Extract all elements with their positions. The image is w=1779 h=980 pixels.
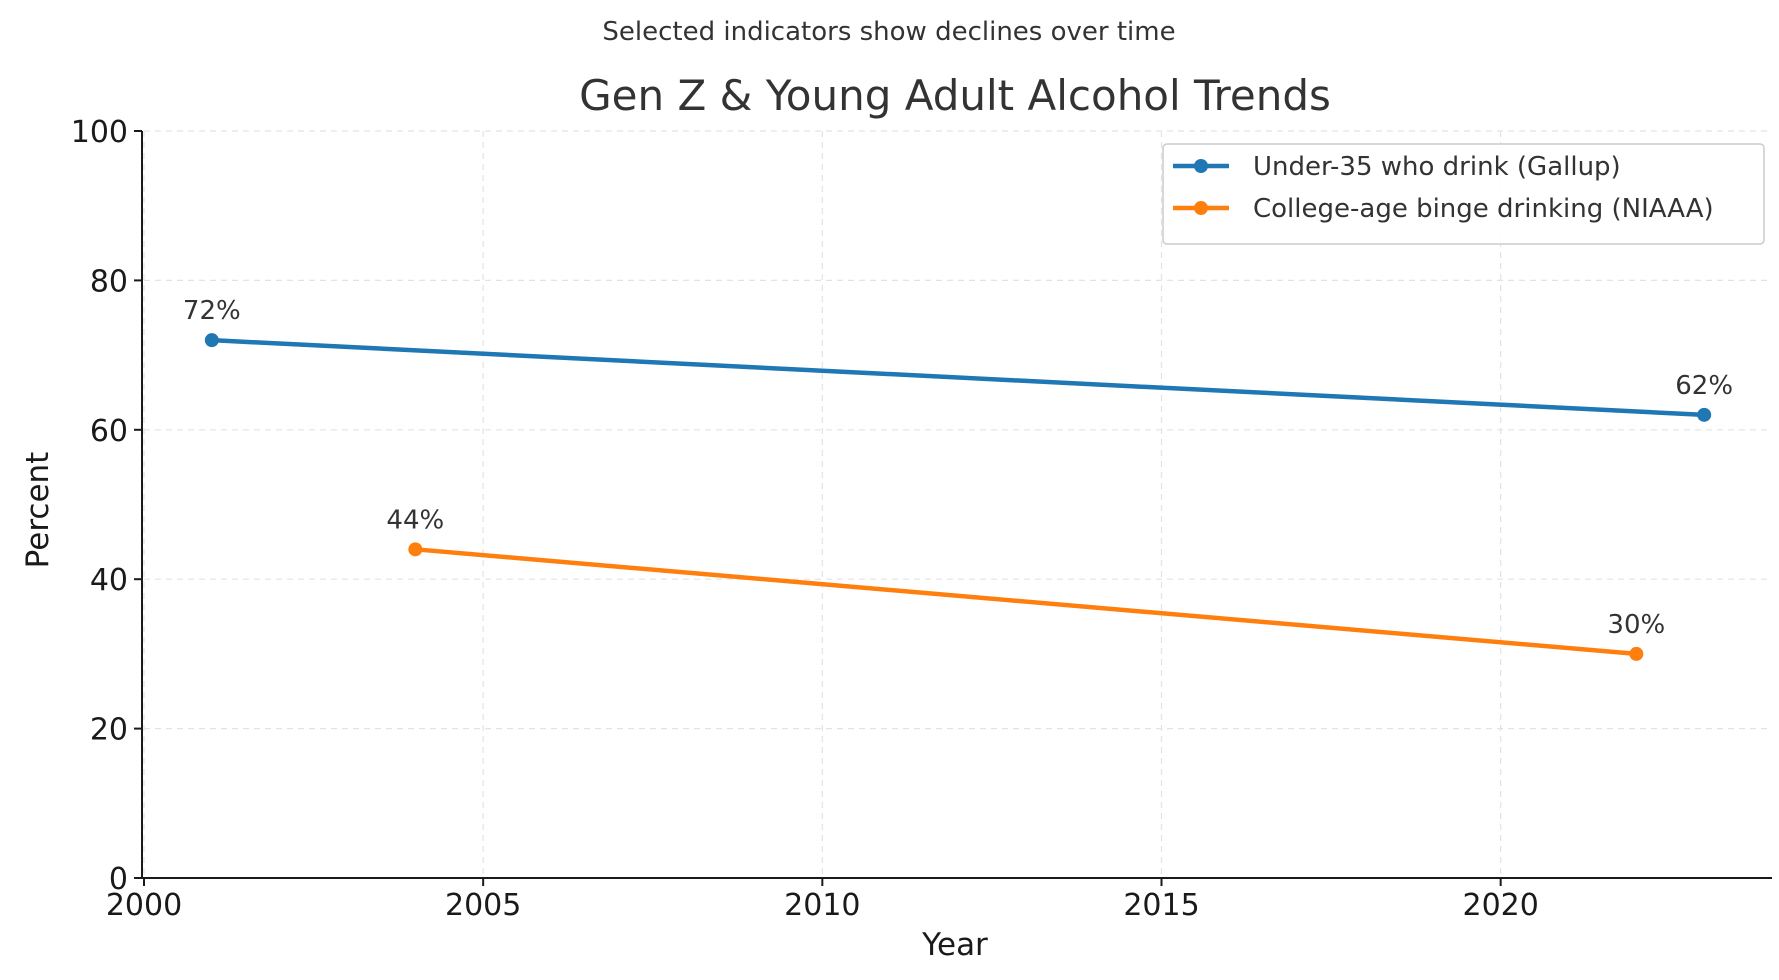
x-tick-label: 2015 bbox=[1123, 888, 1199, 923]
y-tick-label: 60 bbox=[90, 414, 128, 449]
data-label: 62% bbox=[1675, 371, 1733, 401]
y-axis-title: Percent bbox=[20, 452, 56, 569]
x-tick-label: 2005 bbox=[445, 888, 521, 923]
legend-marker bbox=[1194, 201, 1208, 215]
legend-label: College-age binge drinking (NIAAA) bbox=[1253, 194, 1714, 224]
series-layer: 72% 62% 44% 30% bbox=[183, 296, 1733, 661]
y-tick-label: 80 bbox=[90, 264, 128, 299]
series-line bbox=[413, 547, 1639, 657]
x-axis-title: Year bbox=[921, 927, 988, 963]
series-0: 72% 62% bbox=[183, 296, 1733, 422]
x-tick-label: 2010 bbox=[784, 888, 860, 923]
chart-subtitle: Selected indicators show declines over t… bbox=[602, 17, 1175, 47]
data-point bbox=[204, 333, 219, 348]
data-point bbox=[1629, 646, 1644, 661]
x-tick-label: 2020 bbox=[1462, 888, 1538, 923]
legend-box bbox=[1162, 143, 1765, 245]
y-tick-label: 0 bbox=[109, 862, 128, 897]
axes: 2000 2005 2010 2015 2020 0 20 40 60 80 100 bbox=[71, 115, 1772, 923]
y-tick-label: 20 bbox=[90, 713, 128, 748]
data-point bbox=[1697, 407, 1712, 422]
y-tick-label: 100 bbox=[71, 115, 128, 150]
data-label: 30% bbox=[1607, 610, 1665, 640]
legend-marker bbox=[1194, 159, 1208, 173]
series-1: 44% 30% bbox=[386, 505, 1665, 661]
data-label: 72% bbox=[183, 296, 241, 326]
legend: Under-35 who drink (Gallup) College-age b… bbox=[1162, 143, 1765, 245]
chart-title: Gen Z & Young Adult Alcohol Trends bbox=[579, 71, 1331, 120]
data-point bbox=[408, 542, 423, 557]
legend-label: Under-35 who drink (Gallup) bbox=[1253, 152, 1621, 182]
series-line bbox=[209, 337, 1707, 418]
data-label: 44% bbox=[386, 505, 444, 535]
y-tick-label: 40 bbox=[90, 563, 128, 598]
x-tick-label: 2000 bbox=[106, 888, 182, 923]
